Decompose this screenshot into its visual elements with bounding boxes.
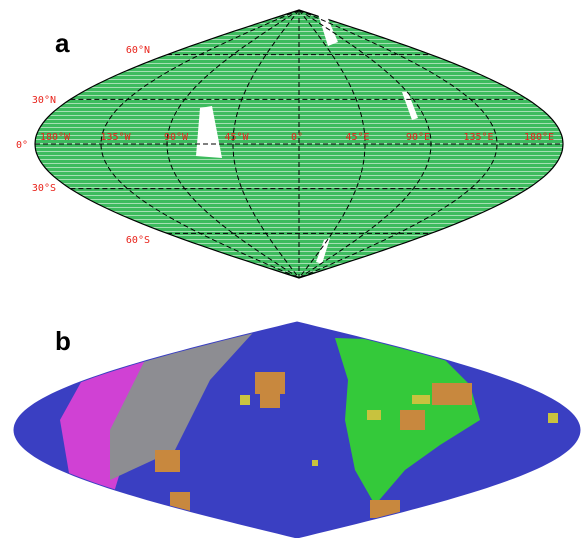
lat-label: 60°S — [126, 235, 150, 246]
yellow-patch — [548, 413, 558, 423]
lat-label: 30°N — [32, 95, 56, 106]
orange-patch — [155, 450, 180, 472]
lon-label: 90°W — [164, 132, 189, 143]
lon-label: 90°E — [406, 132, 430, 143]
map-a — [35, 10, 563, 278]
lon-label: 135°E — [463, 132, 493, 143]
orange-patch — [255, 372, 285, 394]
lon-label: 180°W — [40, 132, 71, 143]
yellow-patch — [312, 460, 318, 466]
yellow-patch — [367, 410, 381, 420]
lon-label: 180°E — [524, 132, 554, 143]
orange-patch — [378, 520, 398, 534]
orange-patch — [432, 383, 472, 405]
figure: a b 60°N 30°N 0° 30°S 60°S 180°W 135°W 90°… — [0, 0, 581, 538]
lat-label: 60°N — [126, 45, 150, 56]
panel-label: b — [55, 326, 71, 356]
orange-patch — [370, 500, 400, 518]
lon-label: 45°E — [345, 132, 369, 143]
lat-label: 0° — [16, 140, 28, 151]
mask — [0, 315, 100, 365]
yellow-patch — [240, 395, 250, 405]
yellow-patch — [412, 395, 430, 404]
lon-label: 135°W — [100, 132, 131, 143]
orange-patch — [400, 410, 425, 430]
lat-label: 30°S — [32, 183, 56, 194]
panel-label: a — [55, 28, 70, 58]
lon-label: 0° — [291, 132, 303, 143]
orange-patch — [260, 392, 280, 408]
lon-label: 45°W — [224, 132, 249, 143]
